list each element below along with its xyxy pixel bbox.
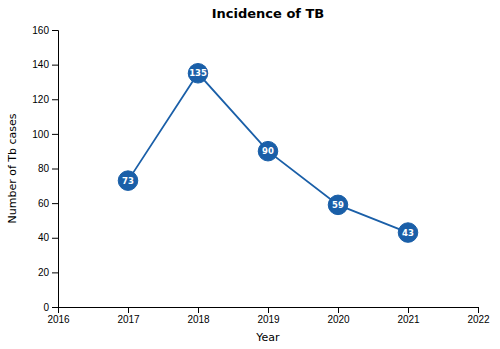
tick-label: 0: [43, 302, 49, 313]
tick: 2022: [467, 307, 490, 325]
tick: 0: [43, 302, 58, 313]
tick-mark: [52, 272, 58, 273]
data-label: 135: [189, 68, 207, 78]
tick: 120: [32, 94, 58, 105]
tick-mark: [52, 307, 58, 308]
tick-label: 2017: [117, 314, 140, 325]
tick: 2016: [47, 307, 70, 325]
marker: [328, 195, 348, 215]
line: [128, 73, 408, 232]
tick-mark: [52, 134, 58, 135]
tick: 100: [32, 129, 58, 140]
tick-mark: [52, 99, 58, 100]
tick-label: 140: [32, 59, 49, 70]
x-axis-title: Year: [255, 331, 280, 344]
marker: [398, 223, 418, 243]
tick-label: 2018: [187, 314, 210, 325]
tick-label: 2021: [397, 314, 420, 325]
tick: 140: [32, 59, 58, 70]
tick: 40: [38, 232, 58, 243]
plot-area: 2016 2017 2018 2019 2020 2021 2022 0 20 40 60 80 100…: [32, 25, 490, 325]
tick-label: 20: [38, 267, 50, 278]
data-labels: 73 135 90 59 43: [122, 68, 414, 237]
tick-mark: [268, 307, 269, 313]
tick: 2019: [257, 307, 280, 325]
y-axis-title: Number of Tb cases: [6, 113, 19, 223]
tick-mark: [478, 307, 479, 313]
tick-label: 160: [32, 25, 49, 36]
tick-mark: [52, 203, 58, 204]
tick-mark: [52, 169, 58, 170]
tick-label: 60: [38, 198, 50, 209]
tick-mark: [52, 238, 58, 239]
tick-label: 80: [38, 163, 50, 174]
chart-svg: 2016 2017 2018 2019 2020 2021 2022 0 20 40 60 80 100…: [0, 0, 500, 349]
marker: [258, 141, 278, 161]
tick-label: 2020: [327, 314, 350, 325]
tick-label: 100: [32, 129, 49, 140]
tick-label: 2016: [47, 314, 70, 325]
tick-mark: [128, 307, 129, 313]
tick: 20: [38, 267, 58, 278]
tick-label: 2019: [257, 314, 280, 325]
data-label: 43: [402, 228, 414, 238]
tick: 2020: [327, 307, 350, 325]
tick-mark: [408, 307, 409, 313]
tick: 80: [38, 163, 58, 174]
tick-label: 120: [32, 94, 49, 105]
data-label: 59: [332, 200, 344, 210]
tick: 2018: [187, 307, 210, 325]
marks: [118, 64, 418, 243]
title: Incidence of TB: [212, 6, 325, 21]
tick-mark: [338, 307, 339, 313]
tick-label: 40: [38, 232, 50, 243]
tick: 2017: [117, 307, 140, 325]
y-axis: 0 20 40 60 80 100 120 140 160: [32, 25, 58, 313]
axis-line: [52, 31, 59, 308]
data-label: 90: [262, 146, 274, 156]
tick-mark: [198, 307, 199, 313]
axis-line: [59, 308, 479, 314]
tick-mark: [52, 30, 58, 31]
x-axis: 2016 2017 2018 2019 2020 2021 2022: [47, 307, 490, 325]
tick: 160: [32, 25, 58, 36]
tick: 60: [38, 198, 58, 209]
marker: [188, 64, 208, 84]
tick: 2021: [397, 307, 420, 325]
tick-mark: [52, 65, 58, 66]
tick-label: 2022: [467, 314, 490, 325]
data-label: 73: [122, 176, 134, 186]
marker: [118, 171, 138, 191]
